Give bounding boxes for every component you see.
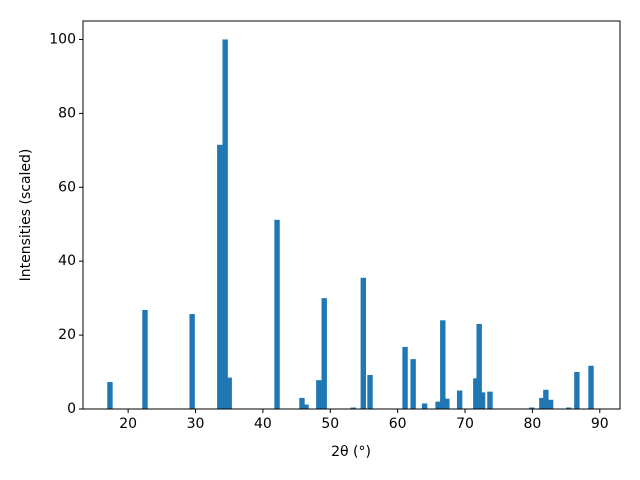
x-tick-label: 40 — [254, 416, 272, 432]
bar — [226, 377, 232, 409]
bar — [479, 392, 486, 409]
y-tick-label: 80 — [58, 105, 76, 121]
bar — [421, 403, 428, 409]
bar — [444, 398, 450, 409]
bar — [367, 375, 373, 409]
x-tick-label: 70 — [456, 416, 474, 432]
bar — [316, 380, 322, 409]
x-tick-label: 80 — [523, 416, 541, 432]
y-tick-label: 20 — [58, 327, 76, 343]
bar — [410, 359, 416, 409]
bar — [456, 390, 463, 409]
bar — [543, 389, 549, 409]
x-tick-label: 60 — [389, 416, 407, 432]
bar — [547, 399, 554, 409]
plot-frame — [82, 20, 621, 410]
y-tick-label: 100 — [49, 31, 76, 47]
bar — [360, 277, 366, 409]
bar — [476, 324, 482, 409]
bar — [321, 298, 327, 409]
bar — [566, 407, 572, 409]
bar — [299, 397, 305, 409]
bar — [574, 372, 580, 409]
bar — [217, 144, 223, 410]
bar — [274, 219, 280, 409]
x-tick-label: 30 — [187, 416, 205, 432]
bar — [402, 346, 408, 409]
y-axis-label: Intensities (scaled) — [18, 149, 34, 282]
bar — [189, 314, 195, 409]
y-tick-label: 60 — [58, 179, 76, 195]
bar — [142, 309, 148, 409]
bar — [222, 39, 228, 409]
bar — [487, 391, 493, 409]
bar — [473, 378, 479, 409]
bar — [107, 382, 113, 409]
bar — [303, 404, 309, 409]
bar — [529, 407, 535, 409]
x-axis-label: 2θ (°) — [331, 444, 371, 460]
bar — [440, 320, 446, 409]
y-tick-label: 40 — [58, 253, 76, 269]
bar — [350, 407, 356, 409]
bar — [435, 401, 441, 409]
x-tick-label: 90 — [591, 416, 609, 432]
bar — [588, 365, 594, 409]
y-tick-label: 0 — [67, 401, 76, 417]
x-tick-label: 50 — [321, 416, 339, 432]
bar — [539, 397, 545, 409]
x-tick-label: 20 — [119, 416, 137, 432]
